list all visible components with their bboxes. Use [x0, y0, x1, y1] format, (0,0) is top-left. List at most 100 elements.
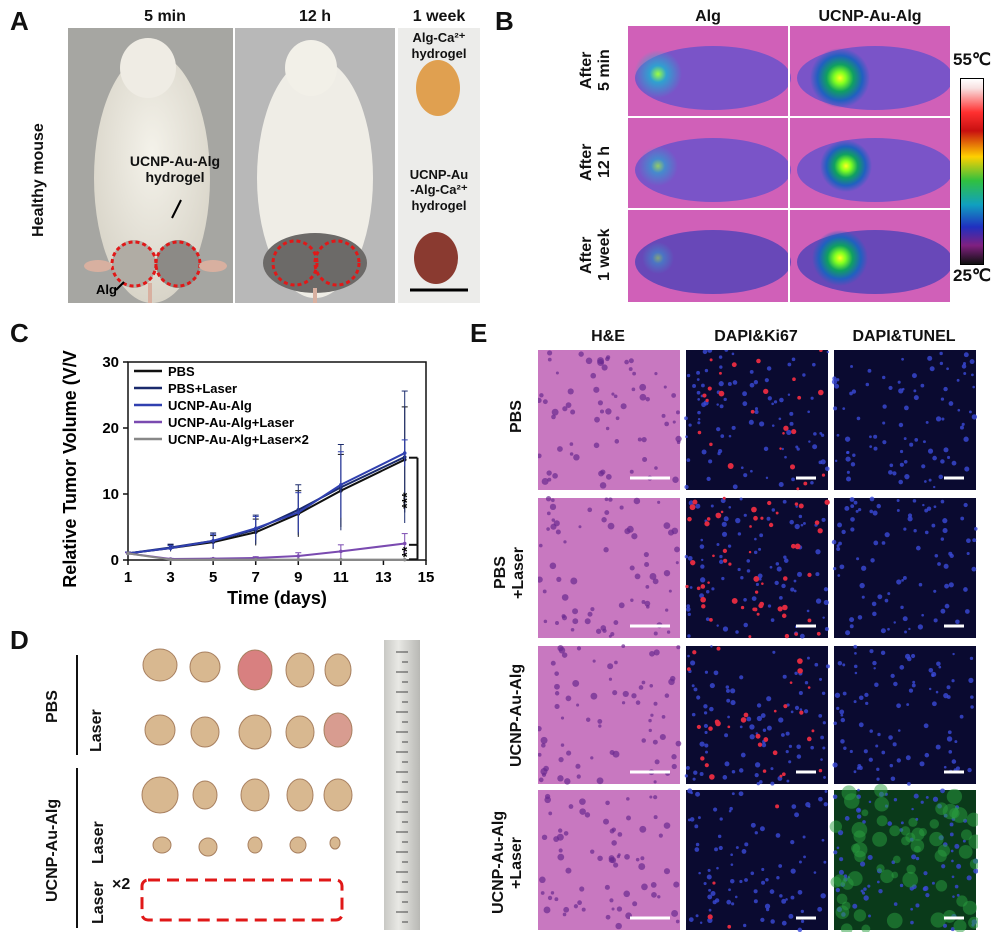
- he-nucleus: [577, 900, 582, 906]
- x-tick-label: 15: [418, 569, 435, 586]
- dapi-dot: [948, 582, 954, 588]
- he-nucleus: [570, 577, 578, 585]
- he-nucleus: [653, 701, 658, 706]
- data-point: [211, 557, 215, 562]
- dapi-dot: [903, 527, 907, 531]
- dapi-dot: [837, 522, 842, 528]
- he-nucleus: [536, 453, 542, 459]
- dapi-dot: [963, 587, 968, 592]
- legend-label: UCNP-Au-Alg+Laser: [168, 415, 294, 430]
- dapi-dot: [818, 714, 823, 718]
- he-nucleus: [560, 716, 565, 720]
- dapi-dot: [921, 613, 924, 617]
- dapi-dot: [944, 583, 950, 589]
- dapi-dot: [798, 690, 803, 696]
- dapi-dot: [820, 459, 826, 465]
- he-nucleus: [605, 356, 610, 362]
- dapi-dot: [822, 616, 825, 619]
- he-nucleus: [648, 728, 652, 733]
- dapi-dot: [726, 698, 731, 703]
- he-nucleus: [547, 895, 553, 901]
- he-nucleus: [555, 529, 561, 535]
- dapi-dot: [868, 800, 872, 804]
- ki67-dot: [807, 618, 812, 623]
- ki67-dot: [783, 576, 788, 581]
- dapi-dot: [815, 572, 820, 577]
- he-nucleus: [590, 607, 595, 612]
- dapi-dot: [881, 541, 886, 545]
- dapi-dot: [823, 802, 828, 807]
- dapi-dot: [713, 807, 718, 812]
- dapi-dot: [961, 364, 967, 369]
- dapi-dot: [951, 460, 957, 466]
- dapi-dot: [703, 723, 708, 729]
- dapi-dot: [888, 470, 893, 475]
- ki67-dot: [712, 881, 716, 885]
- dapi-dot: [950, 927, 955, 932]
- dapi-dot: [714, 898, 720, 903]
- tunel-dot: [914, 845, 921, 853]
- ki67-dot: [712, 554, 715, 558]
- dapi-dot: [960, 516, 965, 521]
- dapi-dot: [943, 563, 949, 569]
- dapi-dot: [836, 846, 840, 850]
- dapi-dot: [724, 733, 729, 738]
- dapi-dot: [954, 740, 958, 744]
- dapi-dot: [966, 875, 972, 881]
- panel-d-label: D: [10, 625, 29, 655]
- dapi-dot: [911, 854, 917, 860]
- dapi-dot: [831, 379, 838, 385]
- data-point: [402, 451, 407, 455]
- x-tick-label: 13: [375, 569, 392, 586]
- dapi-dot: [941, 864, 946, 869]
- dapi-dot: [722, 775, 728, 780]
- he-nucleus: [569, 442, 574, 446]
- ki67-dot: [762, 769, 767, 773]
- dapi-dot: [893, 798, 898, 802]
- x-axis-label: Time (days): [227, 588, 327, 608]
- dapi-dot: [845, 630, 851, 636]
- x-tick-label: 1: [124, 569, 132, 586]
- dapi-dot: [790, 868, 796, 874]
- he-nucleus: [641, 883, 648, 891]
- dapi-dot: [899, 883, 904, 888]
- dapi-dot: [706, 874, 712, 880]
- panel-b-row-1: After 5 min: [578, 49, 613, 91]
- he-nucleus: [635, 700, 641, 705]
- ki67-dot: [807, 686, 811, 689]
- dapi-dot: [838, 541, 842, 546]
- ki67-dot: [700, 584, 706, 589]
- ki67-dot: [763, 388, 769, 395]
- dapi-dot: [718, 845, 723, 851]
- dapi-dot: [718, 355, 723, 359]
- he-nucleus: [663, 822, 671, 829]
- dapi-dot: [701, 449, 707, 455]
- dapi-dot: [888, 385, 893, 391]
- he-nucleus: [541, 772, 547, 777]
- dapi-dot: [718, 559, 724, 565]
- dapi-dot: [867, 854, 873, 860]
- dapi-dot: [820, 735, 825, 740]
- he-nucleus: [536, 397, 542, 404]
- ki67-dot: [817, 528, 823, 534]
- mouse-photo-5min: [68, 28, 233, 303]
- dapi-dot: [973, 526, 978, 531]
- tunel-dot: [908, 817, 918, 827]
- dapi-dot: [740, 752, 746, 758]
- dapi-dot: [764, 378, 769, 383]
- dapi-dot: [956, 893, 960, 897]
- dapi-dot: [758, 780, 763, 784]
- dapi-dot: [857, 808, 861, 812]
- dapi-dot: [769, 565, 773, 569]
- dapi-dot: [790, 587, 795, 592]
- dapi-dot: [931, 523, 936, 528]
- ki67-dot: [797, 668, 803, 674]
- he-nucleus: [579, 798, 586, 805]
- dapi-dot: [770, 618, 775, 622]
- ki67-dot: [824, 499, 830, 505]
- he-nucleus: [595, 628, 602, 634]
- panel-e-row-pbs: PBS: [508, 400, 525, 434]
- data-point: [126, 551, 130, 556]
- ki67-dot: [756, 358, 761, 364]
- dapi-dot: [882, 421, 886, 425]
